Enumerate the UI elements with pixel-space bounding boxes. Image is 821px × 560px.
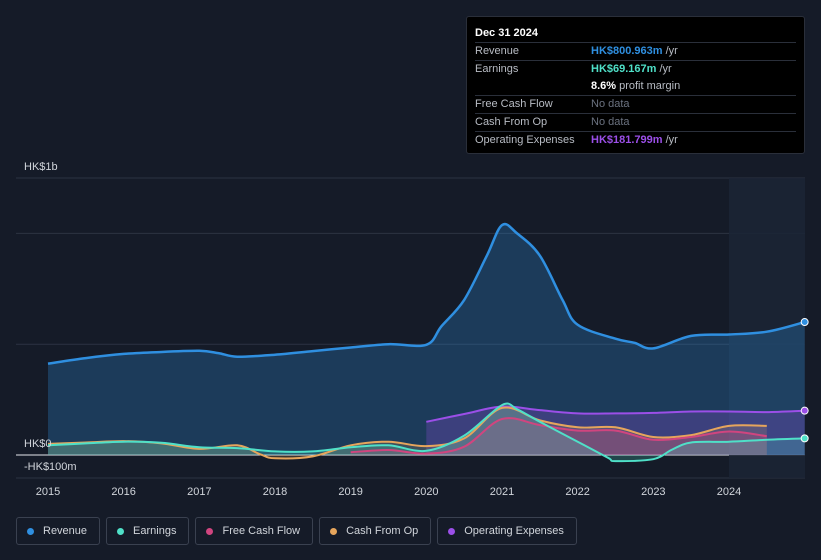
legend-dot-operating-expenses [448, 527, 456, 535]
legend-item-cash-from-op[interactable]: Cash From Op [319, 517, 432, 545]
tooltip-cfo-value: No data [591, 116, 630, 128]
x-axis-ticks: 2015 2016 2017 2018 2019 2020 2021 2022 2023 2024 [36, 486, 741, 498]
data-tooltip: Dec 31 2024 Revenue HK$800.963m /yr Earn… [466, 16, 805, 154]
legend-item-operating-expenses[interactable]: Operating Expenses [437, 517, 577, 545]
line-revenue [47, 222, 806, 365]
y-axis-bottom-label: -HK$100m [24, 461, 77, 473]
legend-label-cash-from-op: Cash From Op [346, 525, 419, 537]
tooltip-row-opex: Operating Expenses HK$181.799m /yr [475, 131, 796, 149]
tooltip-row-margin: 8.6% profit margin [475, 78, 796, 95]
legend-item-free-cash-flow[interactable]: Free Cash Flow [195, 517, 314, 545]
legend-dot-free-cash-flow [206, 527, 214, 535]
legend-dot-earnings [117, 527, 125, 535]
x-tick-2020: 2020 [414, 486, 438, 498]
area-layer [48, 224, 805, 462]
forecast-band [729, 178, 805, 478]
tooltip-revenue-label: Revenue [475, 45, 520, 57]
tooltip-revenue-value: HK$800.963m [591, 45, 663, 57]
y-axis-top-label: HK$1b [24, 161, 58, 173]
legend-item-earnings[interactable]: Earnings [106, 517, 190, 545]
line-earnings [47, 402, 805, 463]
end-dot-layer [800, 318, 809, 443]
tooltip-earnings-value: HK$69.167m [591, 63, 657, 75]
tooltip-opex-label: Operating Expenses [475, 134, 575, 146]
tooltip-opex-unit: /yr [665, 134, 678, 146]
x-tick-2022: 2022 [565, 486, 589, 498]
end-dot-revenue [800, 318, 809, 327]
end-dot-earnings [800, 434, 809, 443]
x-tick-2017: 2017 [187, 486, 211, 498]
legend-dot-cash-from-op [330, 527, 338, 535]
legend-label-revenue: Revenue [43, 525, 88, 537]
x-tick-2021: 2021 [490, 486, 514, 498]
area-free-cash-flow [350, 418, 767, 455]
x-tick-2019: 2019 [338, 486, 362, 498]
legend-label-free-cash-flow: Free Cash Flow [222, 525, 301, 537]
tooltip-margin-value: 8.6% [591, 80, 617, 92]
tooltip-margin-text: profit margin [619, 80, 681, 92]
tooltip-revenue-unit: /yr [665, 45, 678, 57]
legend-item-revenue[interactable]: Revenue [16, 517, 101, 545]
tooltip-fcf-value: No data [591, 98, 630, 110]
end-dot-operating-expenses [800, 406, 809, 415]
tooltip-row-earnings: Earnings HK$69.167m /yr [475, 60, 796, 78]
x-tick-2015: 2015 [36, 486, 60, 498]
tooltip-opex-value: HK$181.799m [591, 134, 663, 146]
x-tick-2018: 2018 [263, 486, 287, 498]
tooltip-fcf-label: Free Cash Flow [475, 98, 553, 110]
tooltip-date: Dec 31 2024 [475, 27, 538, 39]
area-revenue [48, 224, 805, 455]
grid-layer [16, 177, 805, 479]
tooltip-earnings-label: Earnings [475, 63, 519, 75]
line-cash-from-op [47, 406, 767, 460]
line-layer [47, 222, 806, 463]
line-free-cash-flow [350, 417, 767, 455]
tooltip-row-fcf: Free Cash Flow No data [475, 95, 796, 113]
x-tick-2024: 2024 [717, 486, 741, 498]
tooltip-row-revenue: Revenue HK$800.963m /yr [475, 42, 796, 60]
tooltip-cfo-label: Cash From Op [475, 116, 548, 128]
chart-legend: Revenue Earnings Free Cash Flow Cash Fro… [16, 517, 577, 545]
x-tick-2016: 2016 [111, 486, 135, 498]
y-axis-zero-label: HK$0 [24, 438, 52, 450]
legend-dot-revenue [27, 527, 34, 535]
tooltip-row-cfo: Cash From Op No data [475, 113, 796, 131]
x-tick-2023: 2023 [641, 486, 665, 498]
legend-label-operating-expenses: Operating Expenses [464, 525, 564, 537]
tooltip-earnings-unit: /yr [659, 63, 672, 75]
legend-label-earnings: Earnings [133, 525, 177, 537]
line-operating-expenses [426, 405, 805, 423]
